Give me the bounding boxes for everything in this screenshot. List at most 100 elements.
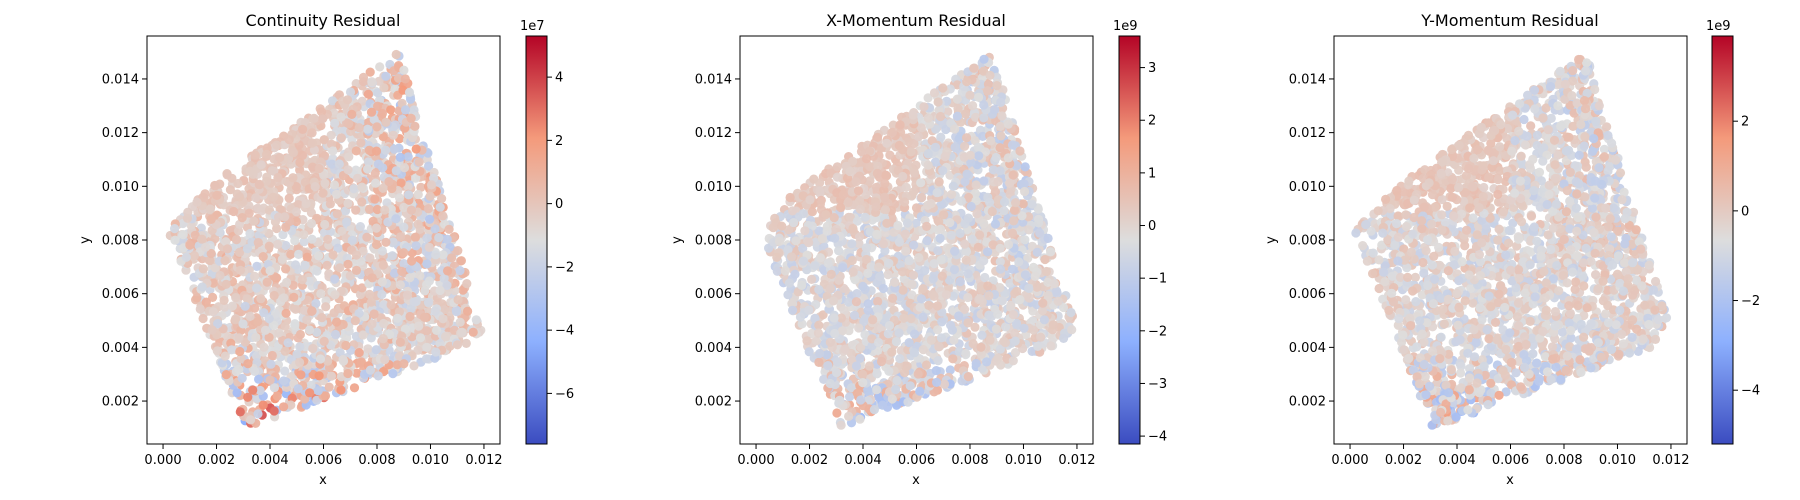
scatter-point: [358, 72, 369, 82]
scatter-points: [165, 49, 486, 428]
scatter-point: [322, 260, 332, 270]
scatter-point: [979, 256, 989, 266]
panel-x-momentum: X-Momentum Residual 0.000 0.002 0.004 0.006…: [670, 11, 1167, 488]
scatter-point: [243, 392, 253, 402]
x-tick-label: 0.010: [412, 453, 449, 468]
scatter-point: [273, 239, 283, 249]
scatter-point: [915, 386, 925, 396]
scatter-point: [295, 357, 305, 367]
scatter-point: [388, 130, 398, 140]
scatter-point: [380, 205, 390, 215]
scatter-point: [306, 218, 317, 229]
scatter-point: [916, 178, 926, 188]
scatter-point: [324, 382, 334, 392]
scatter-point: [250, 150, 260, 160]
y-tick-label: 0.010: [102, 180, 139, 195]
scatter-point: [439, 305, 449, 315]
scatter-point: [319, 336, 329, 346]
scatter-point: [985, 70, 995, 80]
scatter-point: [378, 260, 388, 270]
x-axis: 0.000 0.002 0.004 0.006 0.008 0.010 0.012: [144, 444, 503, 468]
scatter-point: [918, 345, 928, 355]
scatter-point: [457, 327, 467, 337]
scatter-point: [461, 338, 471, 348]
scatter-point: [815, 186, 825, 196]
scatter-point: [950, 142, 960, 152]
scatter-point: [960, 141, 970, 151]
scatter-point: [301, 199, 311, 209]
scatter-point: [326, 130, 336, 140]
scatter-point: [236, 353, 246, 364]
scatter-point: [364, 204, 375, 214]
scatter-point: [227, 301, 237, 311]
scatter-point: [424, 242, 434, 252]
scatter-point: [375, 62, 385, 72]
scatter-point: [262, 149, 272, 159]
scatter-point: [395, 152, 405, 162]
scatter-point: [280, 366, 290, 376]
scatter-point: [330, 290, 340, 300]
scatter-point: [220, 256, 230, 266]
scatter-point: [431, 250, 441, 260]
scatter-point: [387, 251, 397, 261]
scatter-point: [1066, 307, 1076, 318]
scatter-point: [220, 351, 230, 361]
scatter-point: [381, 71, 391, 81]
scatter-point: [305, 388, 315, 398]
colorbar-tick-label: −2: [555, 260, 574, 275]
scatter-point: [208, 307, 218, 317]
scatter-point: [825, 337, 835, 347]
chart-title: X-Momentum Residual: [826, 11, 1006, 30]
scatter-point: [409, 361, 419, 371]
scatter-point: [1041, 266, 1052, 277]
scatter-point: [231, 293, 241, 303]
y-tick-label: 0.006: [102, 287, 139, 302]
scatter-point: [221, 237, 231, 247]
scatter-point: [256, 294, 266, 304]
scatter-point: [237, 373, 247, 383]
scatter-point: [372, 122, 382, 132]
scatter-point: [928, 274, 938, 284]
scatter-point: [371, 223, 381, 233]
scatter-point: [371, 345, 381, 355]
scatter-point: [328, 250, 338, 260]
scatter-point: [284, 135, 294, 145]
scatter-point: [258, 252, 268, 262]
scatter-point: [979, 54, 989, 64]
scatter-point: [917, 192, 927, 203]
scatter-points: [764, 52, 1077, 430]
y-tick-label: 0.008: [102, 234, 139, 249]
scatter-point: [328, 146, 338, 156]
scatter-point: [354, 348, 364, 358]
scatter-point: [377, 108, 387, 119]
scatter-point: [836, 420, 846, 430]
scatter-point: [424, 161, 434, 171]
scatter-point: [854, 196, 865, 206]
x-tick-label: 0.004: [251, 453, 288, 468]
scatter-point: [347, 235, 357, 245]
scatter-point: [253, 238, 263, 248]
scatter-point: [973, 142, 983, 152]
scatter-point: [356, 358, 366, 368]
scatter-point: [963, 213, 974, 223]
scatter-point: [936, 333, 947, 343]
scatter-point: [399, 248, 409, 258]
scatter-point: [804, 238, 814, 248]
scatter-point: [411, 144, 421, 154]
scatter-point: [373, 101, 383, 111]
scatter-point: [455, 266, 465, 276]
scatter-point: [295, 157, 305, 168]
scatter-point: [302, 315, 312, 325]
scatter-point: [356, 138, 366, 148]
scatter-point: [395, 280, 405, 290]
scatter-point: [878, 400, 888, 410]
scatter-point: [258, 400, 268, 410]
scatter-point: [858, 369, 868, 379]
scatter-point: [281, 222, 291, 232]
scatter-point: [948, 354, 958, 364]
scatter-point: [255, 385, 265, 396]
scatter-point: [208, 292, 218, 302]
scatter-point: [399, 163, 410, 173]
scatter-point: [1007, 228, 1018, 238]
